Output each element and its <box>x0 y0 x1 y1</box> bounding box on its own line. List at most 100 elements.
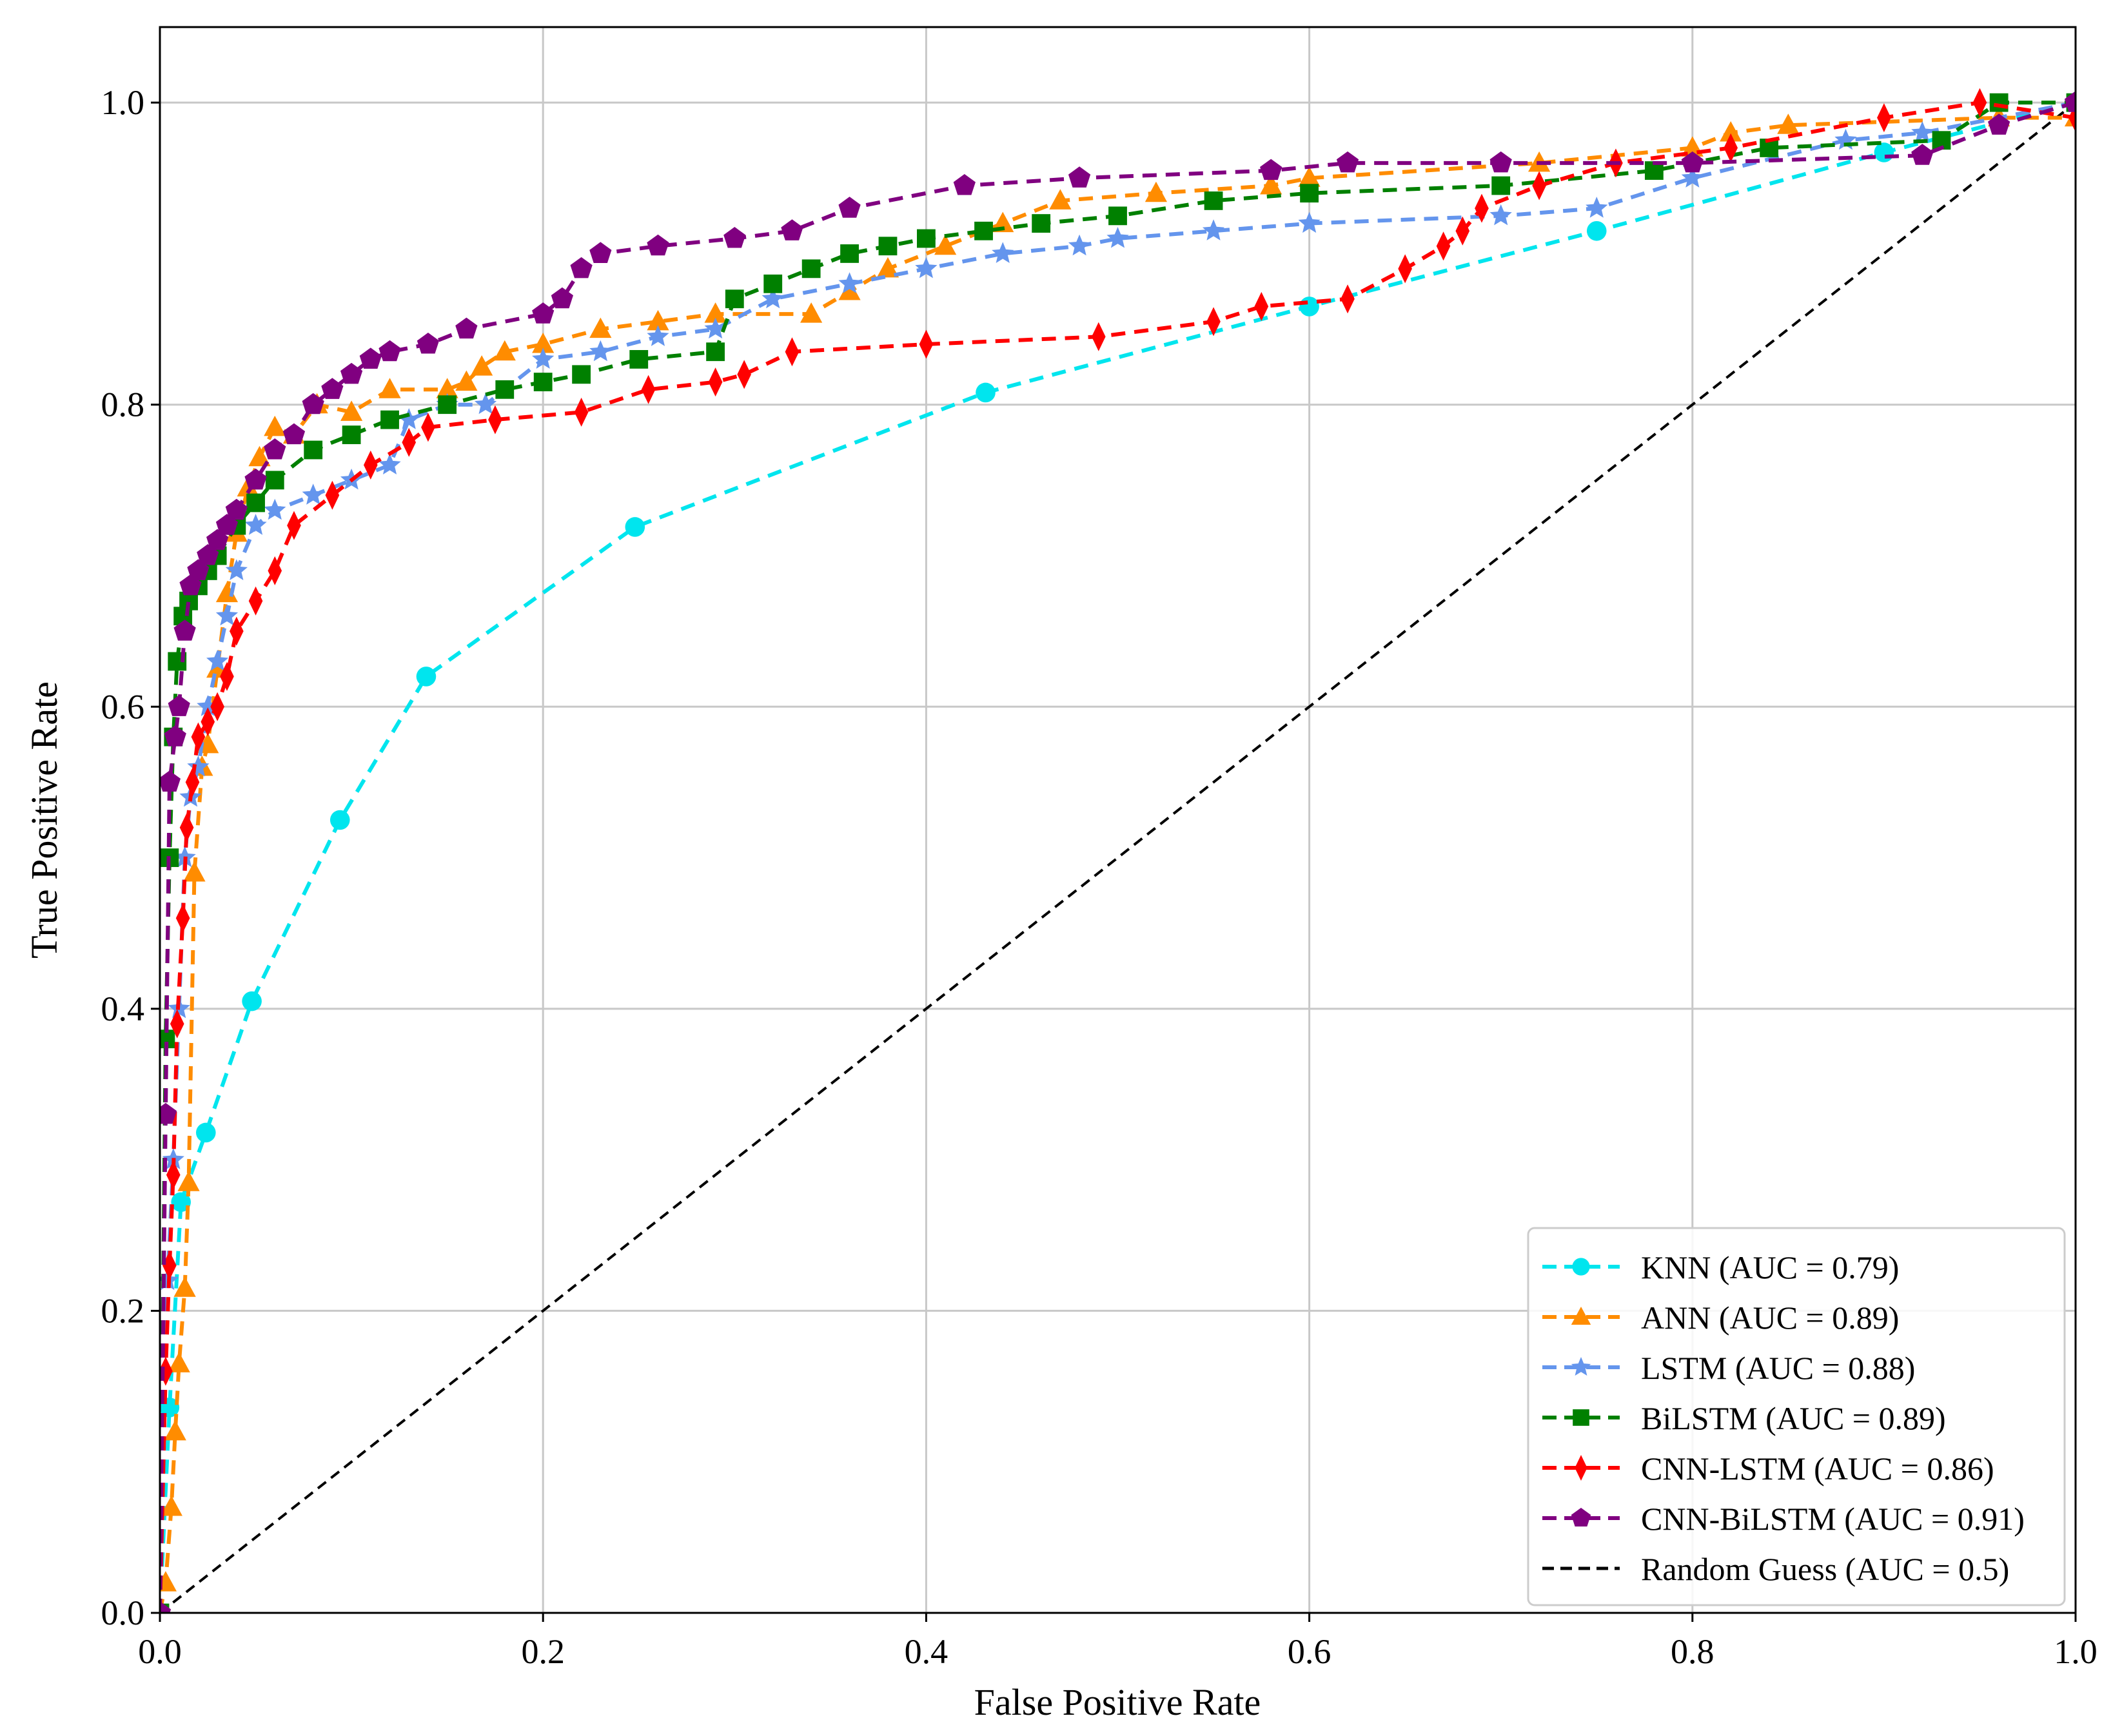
data-point <box>421 413 435 442</box>
series-4 <box>160 88 2076 1613</box>
data-point <box>1206 307 1221 336</box>
data-point <box>185 767 200 797</box>
data-point <box>455 370 478 391</box>
data-point <box>1398 254 1412 284</box>
data-point <box>329 810 350 830</box>
data-point <box>1911 144 1934 165</box>
data-point <box>838 197 861 218</box>
data-point <box>488 405 502 434</box>
legend-marker <box>1571 1307 1591 1325</box>
data-point <box>215 604 239 626</box>
data-point <box>304 440 323 460</box>
data-point <box>220 661 234 691</box>
data-point <box>302 483 324 505</box>
data-point <box>838 272 861 293</box>
data-point <box>785 337 800 367</box>
data-point <box>244 514 267 535</box>
data-point <box>342 425 361 444</box>
data-point <box>1724 133 1738 162</box>
legend-label: CNN-LSTM (AUC = 0.86) <box>1641 1450 1994 1487</box>
x-tick-label: 0.0 <box>138 1632 182 1671</box>
data-point <box>246 493 265 512</box>
data-point <box>168 1352 190 1372</box>
data-point <box>647 309 669 331</box>
data-point <box>244 468 267 490</box>
data-point <box>175 903 190 933</box>
data-point <box>2064 91 2076 112</box>
data-point <box>533 373 553 391</box>
legend-marker <box>1575 1455 1587 1481</box>
data-point <box>248 586 263 616</box>
data-point <box>1298 166 1321 187</box>
series-layer <box>160 88 2076 1613</box>
data-point <box>974 221 993 240</box>
data-point <box>1106 227 1129 248</box>
series-line <box>160 101 2076 1613</box>
data-point <box>723 227 746 248</box>
data-point <box>532 302 555 324</box>
data-point <box>179 813 194 843</box>
series-5 <box>160 91 2076 1613</box>
data-point <box>532 347 555 369</box>
data-point <box>1586 220 1607 241</box>
data-point <box>164 725 186 746</box>
legend-label: Random Guess (AUC = 0.5) <box>1641 1551 2009 1587</box>
data-point <box>647 325 669 346</box>
data-point <box>1300 184 1319 203</box>
data-point <box>1068 234 1091 256</box>
y-tick-label: 0.6 <box>101 687 145 726</box>
data-point <box>436 378 458 398</box>
data-point <box>551 287 574 309</box>
data-point <box>992 242 1014 263</box>
data-point <box>160 1601 172 1613</box>
data-point <box>378 340 401 362</box>
data-point <box>574 397 589 427</box>
data-point <box>225 498 248 520</box>
data-point <box>1877 103 1891 133</box>
legend-marker <box>1571 1508 1591 1526</box>
x-tick-label: 0.4 <box>905 1632 948 1671</box>
y-tick-label: 0.2 <box>101 1291 145 1330</box>
data-point <box>992 211 1014 233</box>
legend-label: BiLSTM (AUC = 0.89) <box>1641 1400 1946 1436</box>
data-point <box>917 229 936 248</box>
data-point <box>160 1029 175 1049</box>
data-point <box>1988 113 2010 135</box>
data-point <box>1475 193 1489 223</box>
grid-layer <box>159 27 2077 1614</box>
data-point <box>1341 284 1355 314</box>
data-point <box>191 722 206 752</box>
series-0 <box>160 92 2076 1613</box>
data-point <box>1260 159 1282 180</box>
data-point <box>380 410 399 429</box>
data-point <box>1532 171 1546 200</box>
data-point <box>1777 113 1800 134</box>
data-point <box>416 667 437 687</box>
data-point <box>160 1496 182 1516</box>
data-point <box>402 427 417 457</box>
data-point <box>1032 214 1051 233</box>
data-point <box>589 242 612 263</box>
data-point <box>210 692 224 721</box>
data-point <box>160 770 181 792</box>
data-point <box>1972 88 1987 117</box>
data-point <box>438 395 457 414</box>
data-point <box>761 287 784 309</box>
legend-marker <box>1571 1357 1591 1376</box>
data-point <box>196 1122 216 1143</box>
data-point <box>840 244 859 263</box>
data-point <box>321 378 344 399</box>
data-point <box>265 471 284 490</box>
data-point <box>781 219 803 240</box>
data-point <box>1260 174 1282 195</box>
legend-label: LSTM (AUC = 0.88) <box>1641 1350 1915 1386</box>
data-point <box>1911 121 1934 142</box>
data-point <box>915 257 938 278</box>
data-point <box>934 234 957 255</box>
legend-label: KNN (AUC = 0.79) <box>1641 1249 1899 1285</box>
data-point <box>206 650 229 671</box>
data-point <box>1202 219 1225 240</box>
data-point <box>589 340 612 362</box>
data-point <box>282 423 306 445</box>
